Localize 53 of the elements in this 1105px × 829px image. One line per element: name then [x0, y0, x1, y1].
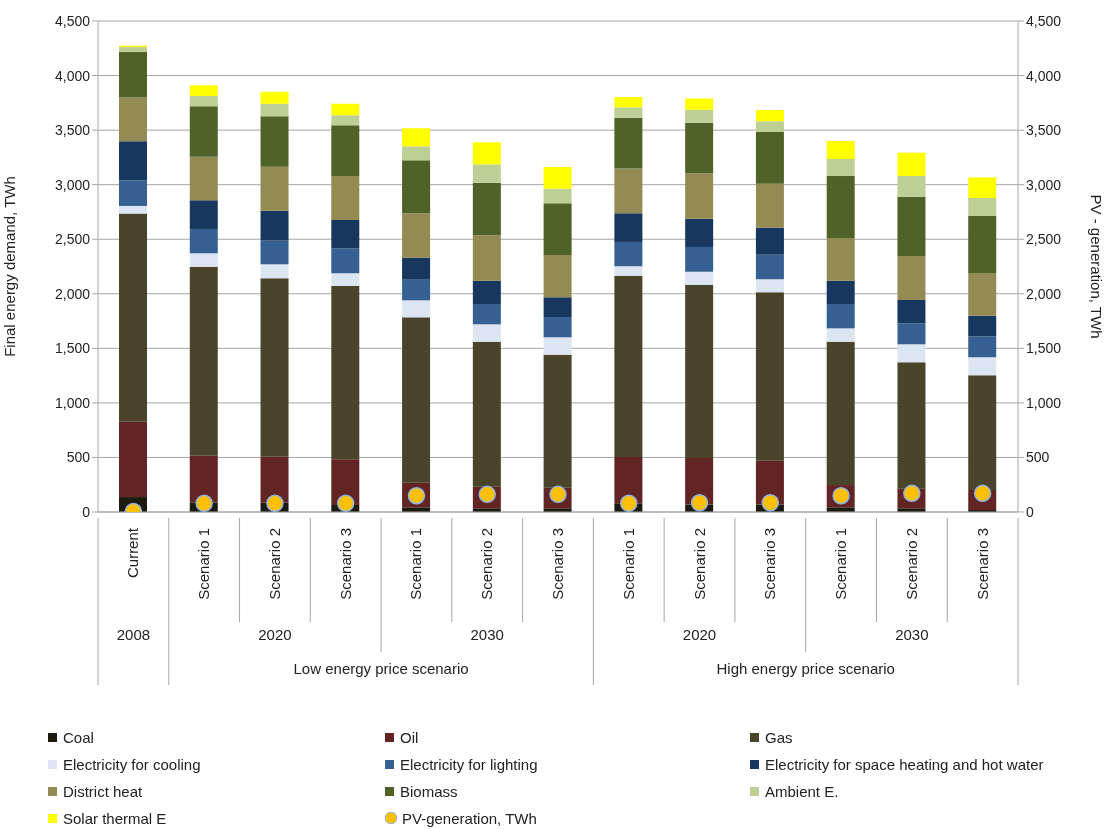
y2-tick-label: 1,500 — [1026, 340, 1062, 357]
y2-tick-label: 2,000 — [1026, 285, 1062, 302]
y-axis-title: Final energy demand, TWh — [1, 176, 19, 357]
legend-label: District heat — [63, 782, 143, 800]
y2-tick-label: 4,500 — [1026, 12, 1062, 29]
text: 2020 — [681, 626, 718, 644]
y2-tick-label: 0 — [1026, 503, 1034, 520]
text: 2030 — [894, 626, 930, 644]
x-tick-label: Scenario 2 — [265, 528, 283, 600]
y2-tick-label: 1,000 — [1026, 394, 1062, 411]
legend-label: Electricity for lighting — [400, 755, 538, 773]
y2-tick-label: 4,000 — [1026, 67, 1062, 84]
x-tick-label: Scenario 2 — [902, 528, 920, 600]
text: 2008 — [116, 626, 151, 643]
legend-label: Ambient E. — [765, 782, 839, 800]
y-tick-label: 4,500 — [54, 12, 91, 29]
y-tick-label: 0 — [82, 503, 91, 520]
legend-label: Solar thermal E — [63, 809, 167, 827]
x-tick-label: Current — [124, 527, 142, 579]
x-tick-label: Scenario 1 — [832, 528, 850, 600]
text: High energy price scenario — [715, 660, 896, 678]
y-tick-label: 3,000 — [54, 176, 91, 193]
legend-label: Gas — [765, 728, 793, 746]
x-tick-label: Scenario 1 — [619, 528, 637, 600]
text: 2020 — [258, 626, 292, 643]
x-tick-label: Scenario 3 — [336, 528, 354, 600]
y-tick-label: 3,500 — [54, 122, 91, 139]
y2-tick-label: 500 — [1026, 449, 1050, 466]
legend-label: Coal — [63, 728, 94, 746]
y2-tick-label: 3,500 — [1026, 122, 1062, 139]
y-tick-label: 500 — [66, 449, 91, 466]
x-tick-label: Scenario 3 — [549, 528, 566, 600]
y-tick-label: 2,000 — [54, 285, 91, 302]
legend-label: Oil — [400, 728, 419, 746]
y-tick-label: 4,000 — [54, 67, 91, 84]
legend-label: Biomass — [400, 782, 458, 800]
y2-tick-label: 3,000 — [1026, 176, 1062, 193]
x-tick-label: Scenario 3 — [973, 528, 991, 600]
y-tick-label: 2,500 — [54, 231, 91, 248]
legend-label: PV-generation, TWh — [402, 809, 537, 827]
y2-tick-label: 2,500 — [1026, 231, 1062, 248]
y2-axis-title: PV - generation, TWh — [1087, 194, 1105, 339]
x-tick-label: Scenario 3 — [761, 528, 779, 600]
text: Low energy price scenario — [292, 660, 470, 678]
x-tick-label: Scenario 1 — [195, 528, 213, 600]
y-tick-label: 1,500 — [54, 340, 91, 357]
x-tick-label: Scenario 2 — [690, 528, 708, 600]
y-tick-label: 1,000 — [54, 394, 91, 411]
text: 2030 — [469, 626, 505, 644]
legend-label: Electricity for space heating and hot water — [765, 755, 1044, 773]
legend-label: Electricity for cooling — [63, 755, 201, 773]
x-tick-label: Scenario 1 — [407, 528, 425, 600]
x-tick-label: Scenario 2 — [478, 528, 496, 600]
